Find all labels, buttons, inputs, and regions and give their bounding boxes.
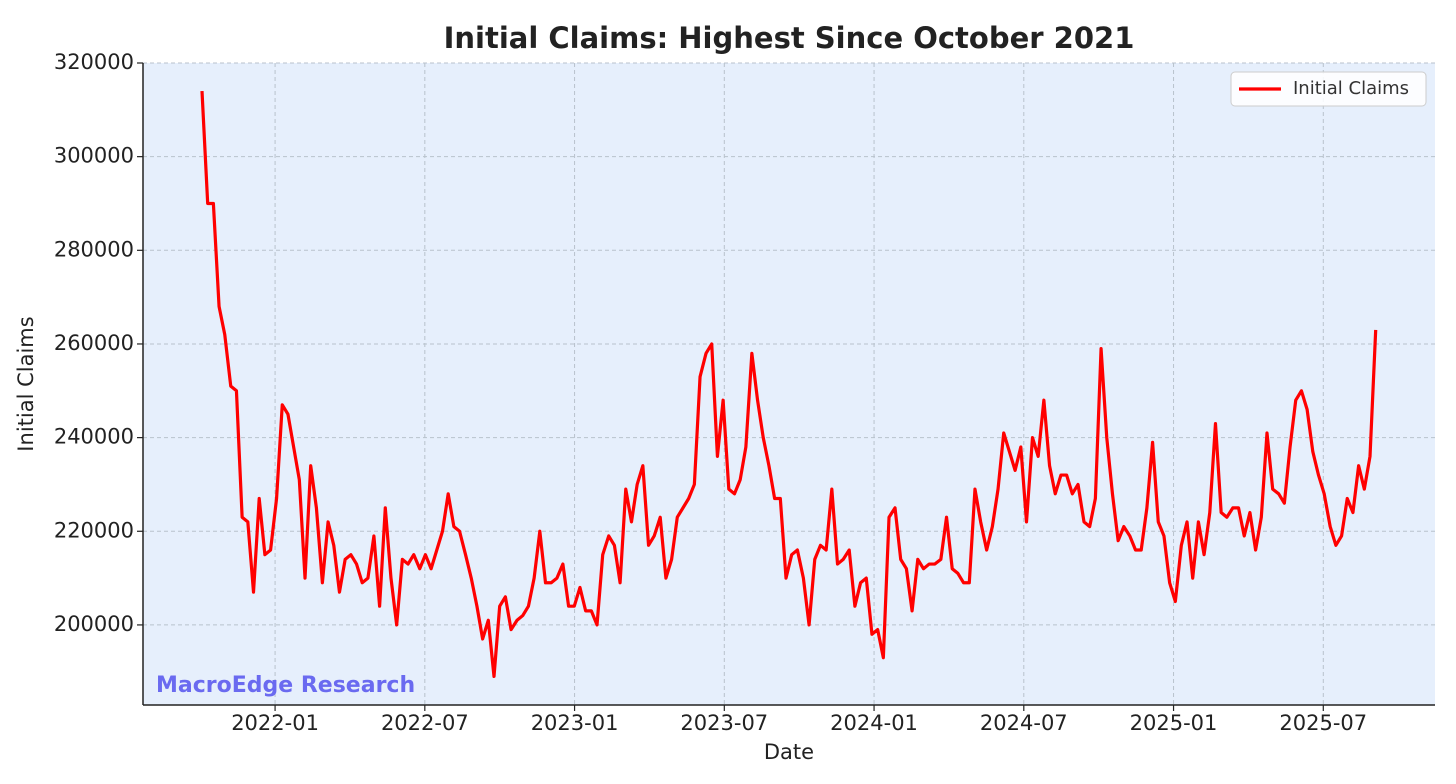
- x-tick-label: 2024-07: [980, 711, 1068, 735]
- legend: Initial Claims: [1230, 71, 1427, 107]
- y-tick-label: 260000: [54, 331, 134, 355]
- x-tick-label: 2025-01: [1130, 711, 1218, 735]
- y-tick-label: 200000: [54, 612, 134, 636]
- marks: [200, 91, 1378, 679]
- grid: [143, 62, 1435, 705]
- x-tick-label: 2022-07: [381, 711, 469, 735]
- x-tick-label: 2025-07: [1279, 711, 1367, 735]
- y-tick-label: 220000: [54, 518, 134, 542]
- y-tick-label: 280000: [54, 237, 134, 261]
- x-tick-label: 2022-01: [231, 711, 319, 735]
- x-tick-label: 2023-01: [531, 711, 619, 735]
- y-tick-label: 240000: [54, 425, 134, 449]
- x-axis-label: Date: [764, 740, 814, 764]
- chart-title: Initial Claims: Highest Since October 20…: [444, 21, 1135, 55]
- x-tick-label: 2024-01: [830, 711, 918, 735]
- plot-background: [143, 63, 1435, 705]
- y-tick-label: 320000: [54, 50, 134, 74]
- x-tick-label: 2023-07: [680, 711, 768, 735]
- legend-label: Initial Claims: [1293, 78, 1409, 99]
- line-series: [200, 91, 1378, 679]
- watermark: MacroEdge Research: [156, 673, 415, 698]
- y-tick-label: 300000: [54, 144, 134, 168]
- y-axis-label: Initial Claims: [14, 316, 38, 451]
- legend-box: [1230, 71, 1427, 107]
